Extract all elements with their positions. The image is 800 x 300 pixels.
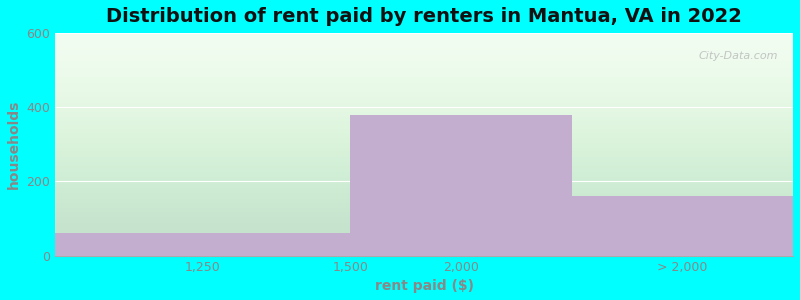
Bar: [55, 233, 350, 256]
Title: Distribution of rent paid by renters in Mantua, VA in 2022: Distribution of rent paid by renters in …: [106, 7, 742, 26]
X-axis label: rent paid ($): rent paid ($): [374, 279, 474, 293]
Bar: [350, 115, 572, 256]
Text: City-Data.com: City-Data.com: [698, 51, 778, 61]
Bar: [572, 196, 793, 256]
Y-axis label: households: households: [7, 100, 21, 189]
